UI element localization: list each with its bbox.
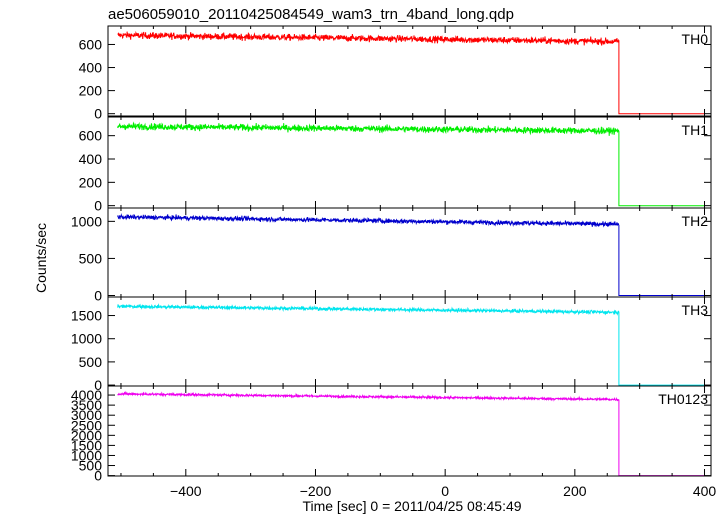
panel-label-th0123: TH0123: [658, 391, 708, 407]
y-tick-label: 0: [94, 198, 102, 214]
x-tick-label: 400: [693, 483, 717, 499]
y-tick-label: 600: [79, 36, 103, 52]
series-line-th3: [117, 303, 705, 386]
panel-th3: 0 500 1000 1500 TH3: [71, 296, 712, 393]
y-tick-label: 1000: [71, 447, 102, 463]
panel-th0: 0 200 400 600 TH0: [79, 25, 712, 122]
series-line-th0: [117, 30, 705, 115]
y-tick-label: 1500: [71, 437, 102, 453]
y-tick-label: 200: [79, 174, 103, 190]
y-tick-label: 2500: [71, 417, 102, 433]
y-tick-label: 400: [79, 60, 103, 76]
y-tick-label: 0: [94, 377, 102, 393]
y-tick-label: 0: [94, 468, 102, 484]
series-line-th1: [117, 121, 705, 207]
x-tick-label: −200: [300, 483, 332, 499]
y-tick-label: 200: [79, 83, 103, 99]
panel-th1: 0 200 400 600 TH1: [79, 116, 712, 214]
panel-label-th1: TH1: [682, 122, 709, 138]
y-tick-label: 2000: [71, 427, 102, 443]
y-tick-label: 3500: [71, 397, 102, 413]
y-tick-label: 1000: [71, 331, 102, 347]
x-tick-label: 200: [563, 483, 587, 499]
y-tick-label: 1500: [71, 308, 102, 324]
series-line-th0123: [117, 390, 705, 477]
y-tick-label: 500: [79, 354, 103, 370]
y-axis-label: Counts/sec: [33, 223, 49, 293]
y-tick-label: 4000: [71, 387, 102, 403]
x-tick-label: 0: [441, 483, 449, 499]
x-tick-labels: −400 −200 0 200 400: [170, 483, 716, 499]
y-tick-label: 500: [79, 250, 103, 266]
y-tick-label: 3000: [71, 407, 102, 423]
panel-th2: 0 500 1000 TH2: [71, 207, 712, 304]
panel-frame: [107, 25, 712, 117]
panel-label-th2: TH2: [682, 213, 709, 229]
y-tick-label: 400: [79, 151, 103, 167]
y-tick-label: 0: [94, 106, 102, 122]
series-line-th2: [117, 213, 705, 296]
x-axis-label: Time [sec] 0 = 2011/04/25 08:45:49: [302, 498, 521, 514]
panel-label-th3: TH3: [682, 302, 709, 318]
y-tick-label: 1000: [71, 213, 102, 229]
y-tick-label: 600: [79, 128, 103, 144]
x-tick-label: −400: [170, 483, 202, 499]
chart-title: ae506059010_20110425084549_wam3_trn_4ban…: [108, 6, 514, 23]
panel-frame: [107, 385, 712, 477]
panel-label-th0: TH0: [682, 31, 709, 47]
y-tick-label: 0: [94, 288, 102, 304]
y-tick-label: 500: [79, 458, 103, 474]
